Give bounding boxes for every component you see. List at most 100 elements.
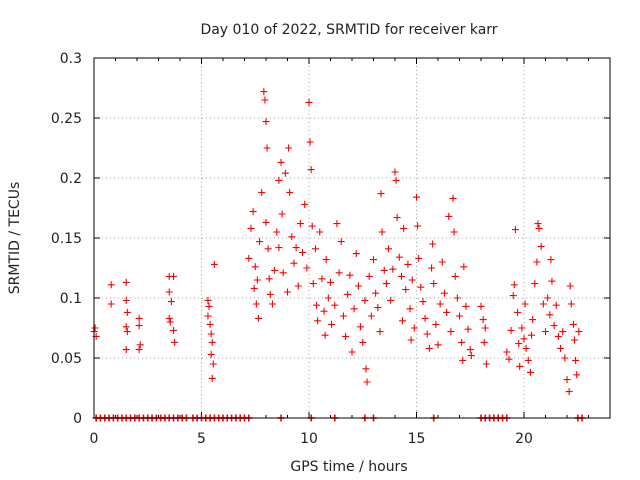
data-point	[318, 275, 326, 283]
data-point	[337, 238, 345, 246]
data-point	[250, 284, 258, 292]
data-point	[447, 328, 455, 336]
x-tick-labels: 0 5 10 15 20	[90, 431, 533, 447]
data-point	[301, 200, 309, 208]
y-tick-label: 0.25	[51, 111, 82, 127]
data-point	[268, 300, 276, 308]
data-point	[362, 365, 370, 373]
data-point	[288, 233, 296, 241]
data-point	[440, 289, 448, 297]
data-point	[428, 264, 436, 272]
data-point	[450, 228, 458, 236]
data-point	[423, 330, 431, 338]
data-point	[528, 331, 536, 339]
data-point	[565, 388, 573, 396]
data-point	[254, 314, 262, 322]
data-point	[518, 324, 526, 332]
data-point	[392, 176, 400, 184]
data-point	[449, 194, 457, 202]
data-point	[260, 88, 268, 96]
data-point	[122, 278, 130, 286]
axis-ticks	[93, 57, 610, 419]
data-point	[430, 280, 438, 288]
data-point	[359, 338, 367, 346]
data-point	[459, 356, 467, 364]
data-point	[385, 245, 393, 253]
data-point	[458, 338, 466, 346]
data-point	[299, 248, 307, 256]
data-point	[510, 281, 518, 289]
data-point	[91, 324, 99, 332]
data-point	[515, 340, 523, 348]
y-tick-label: 0.15	[51, 231, 82, 247]
data-point	[524, 356, 532, 364]
data-point	[370, 256, 377, 264]
data-point	[206, 320, 214, 328]
data-point	[507, 326, 515, 334]
data-point	[328, 320, 336, 328]
data-point	[410, 324, 418, 332]
y-tick-label: 0.05	[51, 351, 82, 367]
data-point	[534, 220, 542, 228]
data-point	[207, 350, 215, 358]
data-point	[575, 328, 583, 336]
data-point	[477, 302, 485, 310]
data-point	[443, 308, 451, 316]
data-point	[407, 336, 415, 344]
data-point	[309, 280, 317, 288]
data-point	[533, 258, 541, 266]
data-point	[321, 331, 329, 339]
data-point	[278, 210, 286, 218]
data-point	[327, 278, 334, 286]
data-point	[249, 208, 257, 216]
data-point	[539, 300, 547, 308]
data-point	[314, 317, 322, 325]
data-point	[135, 314, 143, 322]
y-tick-label: 0	[73, 411, 82, 427]
data-point	[136, 341, 144, 349]
data-point	[436, 300, 444, 308]
data-point	[520, 335, 528, 343]
data-point	[348, 348, 356, 356]
data-point	[397, 272, 405, 280]
data-point	[460, 263, 468, 271]
data-point	[467, 352, 475, 360]
data-point	[339, 312, 347, 320]
data-point	[509, 292, 517, 300]
data-point	[563, 376, 571, 384]
data-point	[253, 276, 261, 284]
y-tick-label: 0.1	[60, 291, 82, 307]
data-point	[205, 302, 213, 310]
data-point	[522, 344, 530, 352]
x-tick-label: 5	[197, 431, 206, 447]
data-point	[548, 277, 556, 285]
y-axis-label: SRMTID / TECUs	[7, 182, 23, 295]
data-point	[466, 346, 474, 354]
data-point	[258, 188, 266, 196]
data-point	[262, 118, 270, 126]
data-point	[453, 294, 461, 302]
data-point	[204, 296, 212, 304]
data-point	[311, 245, 319, 253]
data-point	[266, 290, 274, 298]
data-point	[434, 341, 442, 349]
data-point	[273, 228, 281, 236]
data-point	[391, 168, 399, 176]
data-point	[529, 316, 537, 324]
data-point	[290, 259, 298, 267]
data-point	[566, 282, 574, 290]
data-point	[135, 346, 143, 354]
data-point	[554, 332, 562, 340]
data-point	[263, 144, 271, 152]
data-point	[377, 190, 385, 198]
data-point	[526, 368, 534, 376]
data-points	[90, 88, 586, 422]
data-point	[400, 224, 408, 232]
data-point	[537, 242, 545, 250]
data-point	[107, 300, 115, 308]
data-point	[245, 254, 253, 262]
data-point	[451, 272, 459, 280]
data-point	[425, 344, 433, 352]
data-point	[275, 176, 283, 184]
data-point	[262, 218, 270, 226]
